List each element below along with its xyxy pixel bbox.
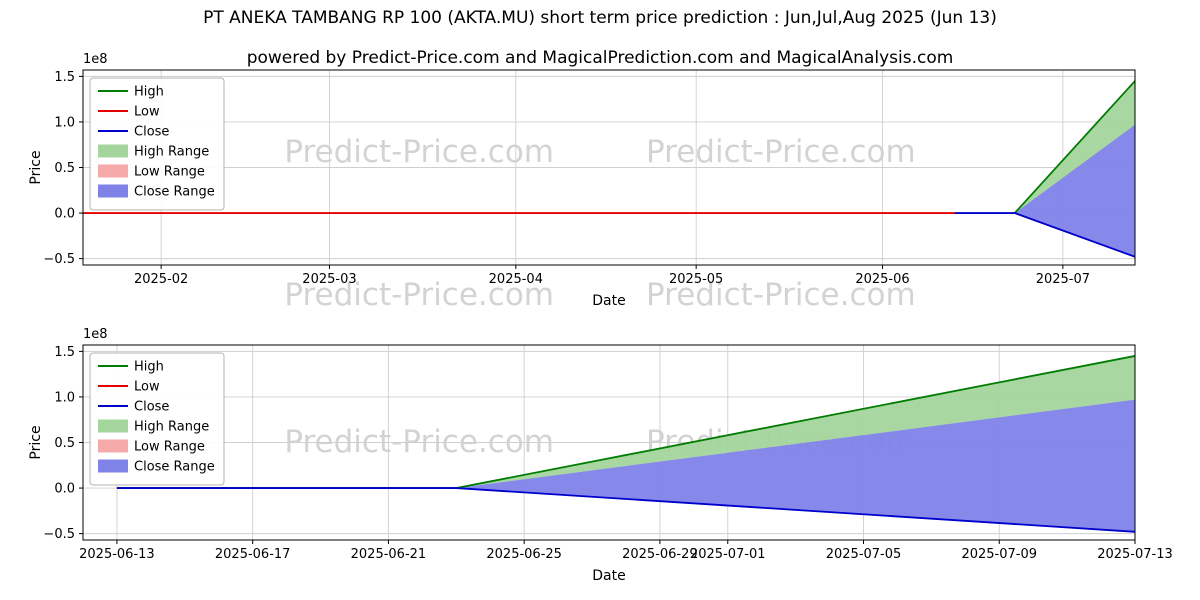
- y-tick-label: 0.0: [54, 207, 75, 222]
- legend-sample-patch: [98, 184, 128, 198]
- x-tick-label: 2025-06: [855, 272, 909, 287]
- x-tick-label: 2025-02: [134, 272, 188, 287]
- x-tick-label: 2025-05: [669, 272, 723, 287]
- legend-sample-patch: [98, 439, 128, 453]
- legend-label: Close Range: [134, 460, 215, 475]
- history-and-forecast-chart: 2025-02 2025-03 2025-04 2025-05 2025-06 2025-…: [28, 52, 1136, 309]
- y-tick-label: 0.0: [54, 482, 75, 497]
- x-tick-label: 2025-06-21: [351, 547, 427, 562]
- y-axis-label: Price: [28, 425, 44, 459]
- legend-sample-patch: [98, 144, 128, 158]
- y-axis-offset-label: 1e8: [83, 327, 108, 342]
- legend-label: Close: [134, 125, 169, 140]
- series-line-close: [954, 212, 1136, 258]
- series-line-close: [116, 487, 1136, 533]
- legend-label: Low Range: [134, 440, 205, 455]
- legend-sample-patch: [98, 164, 128, 178]
- y-axis-offset-label: 1e8: [83, 52, 108, 67]
- series-area-close-range: [456, 399, 1136, 532]
- x-tick-label: 2025-04: [489, 272, 543, 287]
- legend-sample-patch: [98, 459, 128, 473]
- legend-label: Low Range: [134, 165, 205, 180]
- legend: High Low Close High Range Low Range Close Ran…: [89, 352, 225, 486]
- legend: High Low Close High Range Low Range Close Ran…: [89, 77, 225, 211]
- x-axis-label: Date: [592, 568, 625, 584]
- x-tick-label: 2025-03: [302, 272, 356, 287]
- x-tick-label: 2025-07-13: [1097, 547, 1173, 562]
- legend-label: High Range: [134, 420, 209, 435]
- y-tick-label: 0.5: [54, 436, 75, 451]
- x-tick-label: 2025-06-29: [622, 547, 698, 562]
- y-tick-label: −0.5: [43, 527, 75, 542]
- legend-label: Low: [134, 105, 160, 120]
- legend-label: Close: [134, 400, 169, 415]
- y-axis-label: Price: [28, 150, 44, 184]
- x-axis-label: Date: [592, 293, 625, 309]
- y-tick-label: 1.5: [54, 345, 75, 360]
- y-tick-label: −0.5: [43, 252, 75, 267]
- legend-label: Low: [134, 380, 160, 395]
- y-tick-label: 1.0: [54, 390, 75, 405]
- y-tick-label: 1.0: [54, 115, 75, 130]
- legend-sample-patch: [98, 419, 128, 433]
- y-tick-label: 1.5: [54, 70, 75, 85]
- series-line-high: [1014, 80, 1136, 214]
- forecast-zoom-chart: 2025-06-13 2025-06-17 2025-06-21 2025-06-25…: [28, 327, 1173, 584]
- y-tick-label: 0.5: [54, 161, 75, 176]
- chart-subtitle: powered by Predict-Price.com and Magical…: [246, 48, 954, 68]
- x-tick-label: 2025-06-25: [486, 547, 562, 562]
- series-area-close-range: [1014, 124, 1135, 257]
- legend-label: High: [134, 360, 164, 375]
- legend-label: High: [134, 85, 164, 100]
- chart-title: PT ANEKA TAMBANG RP 100 (AKTA.MU) short …: [203, 8, 997, 28]
- x-tick-label: 2025-07: [1036, 272, 1090, 287]
- legend-label: High Range: [134, 145, 209, 160]
- x-tick-label: 2025-07-09: [961, 547, 1037, 562]
- x-tick-label: 2025-07-01: [690, 547, 766, 562]
- legend-label: Close Range: [134, 185, 215, 200]
- x-tick-label: 2025-06-13: [79, 547, 155, 562]
- x-tick-label: 2025-07-05: [826, 547, 902, 562]
- x-tick-label: 2025-06-17: [215, 547, 291, 562]
